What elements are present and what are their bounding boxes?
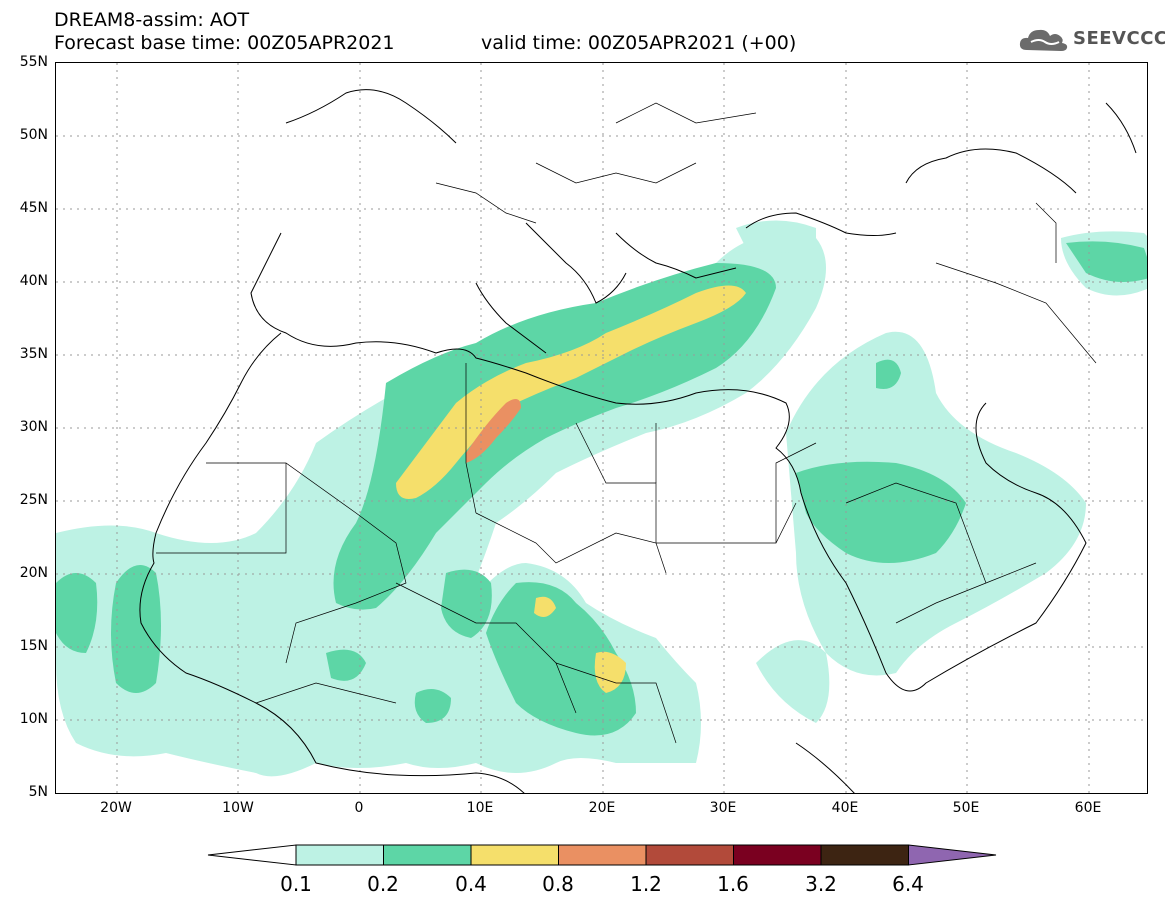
- lon-label: 40E: [831, 800, 859, 816]
- colorbar-segment: [820, 844, 909, 866]
- lat-label: 15N: [19, 638, 48, 654]
- valid-time: valid time: 00Z05APR2021 (+00): [481, 32, 797, 54]
- lon-label: 60E: [1074, 800, 1102, 816]
- map-panel: [55, 62, 1148, 794]
- lon-label: 50E: [952, 800, 980, 816]
- colorbar-label: 6.4: [892, 872, 924, 896]
- colorbar-label: 0.2: [367, 872, 399, 896]
- lat-label: 55N: [19, 54, 48, 70]
- colorbar-segment: [383, 844, 472, 866]
- colorbar-label: 1.2: [630, 872, 662, 896]
- lon-label: 10W: [222, 800, 254, 816]
- colorbar-segment: [733, 844, 822, 866]
- colorbar-segment: [295, 844, 384, 866]
- logo-text: SEEVCCC: [1073, 28, 1165, 49]
- coastlines: [139, 89, 1137, 793]
- graticule: [56, 63, 1147, 793]
- base-time-text: Forecast base time: 00Z05APR2021: [54, 32, 395, 54]
- lat-label: 20N: [19, 565, 48, 581]
- lat-label: 35N: [19, 346, 48, 362]
- seevccc-logo: SEEVCCC: [1017, 22, 1165, 56]
- lat-label: 30N: [19, 419, 48, 435]
- lat-label: 10N: [19, 711, 48, 727]
- lon-label: 20E: [588, 800, 616, 816]
- lat-label: 45N: [19, 200, 48, 216]
- forecast-base-time: Forecast base time: 00Z05APR2021 valid ti…: [54, 32, 796, 54]
- colorbar-label: 0.8: [542, 872, 574, 896]
- map-canvas: [56, 63, 1147, 793]
- lon-label: 20W: [100, 800, 132, 816]
- colorbar-label: 0.4: [455, 872, 487, 896]
- colorbar-segment-over: [908, 844, 997, 866]
- colorbar-label: 0.1: [280, 872, 312, 896]
- colorbar-label: 1.6: [717, 872, 749, 896]
- chart-title: DREAM8-assim: AOT: [54, 9, 250, 31]
- colorbar-segment: [645, 844, 734, 866]
- colorbar-segment: [558, 844, 647, 866]
- lat-label: 50N: [19, 127, 48, 143]
- borders: [156, 102, 1097, 744]
- aot-shading-0.2: [56, 241, 1147, 736]
- colorbar-segment-under: [207, 844, 297, 866]
- aot-shading-0.8: [466, 399, 521, 463]
- lon-label: 0: [354, 800, 364, 816]
- colorbar: [207, 844, 997, 866]
- cloud-icon: [1019, 29, 1068, 51]
- lon-label: 10E: [466, 800, 494, 816]
- lat-label: 5N: [28, 784, 48, 800]
- colorbar-label: 3.2: [805, 872, 837, 896]
- lon-label: 30E: [709, 800, 737, 816]
- lat-label: 25N: [19, 492, 48, 508]
- colorbar-segment: [470, 844, 559, 866]
- lat-label: 40N: [19, 273, 48, 289]
